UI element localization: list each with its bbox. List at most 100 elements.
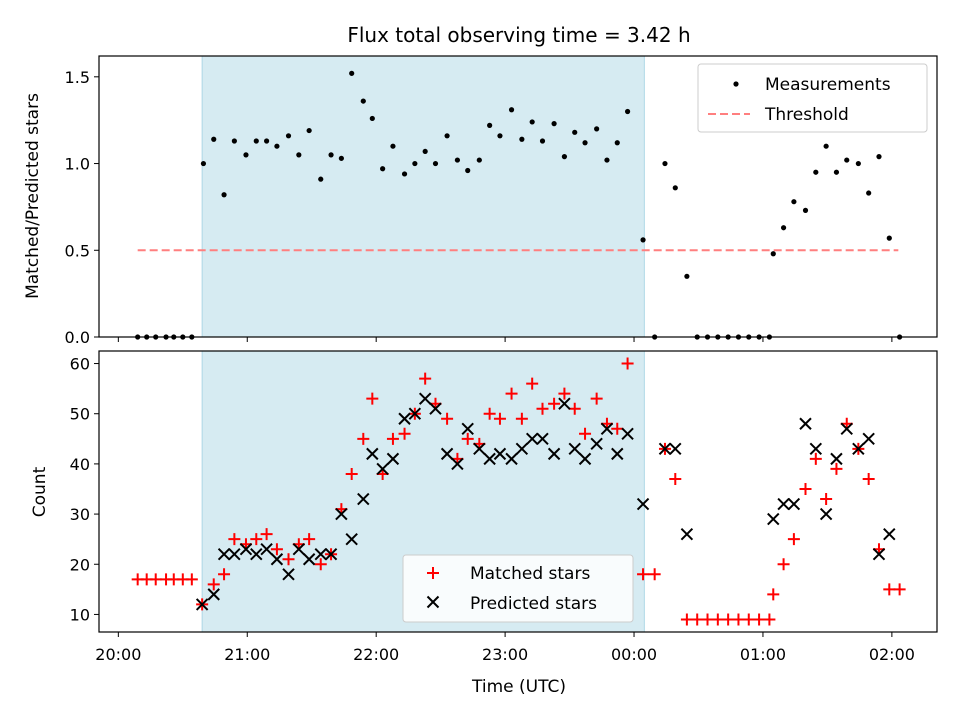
matched-star-point — [722, 613, 735, 626]
predicted-star-point — [282, 568, 295, 581]
measurement-point — [833, 169, 840, 175]
top-y-axis-label: Matched/Predicted stars — [23, 93, 43, 299]
measurement-point — [264, 138, 270, 144]
predicted-star-point — [600, 422, 614, 435]
predicted-star-point — [536, 432, 549, 446]
predicted-star-point — [883, 527, 896, 541]
measurement-point — [422, 148, 428, 155]
predicted-star-point — [314, 548, 327, 561]
predicted-star-point — [777, 497, 790, 511]
predicted-star-point — [658, 442, 672, 456]
predicted-star-point — [872, 548, 886, 561]
bottom-panel: 10 20 30 40 50 60 20:00 21:00 22:00 23:00 00:00 01:… — [70, 350, 938, 664]
legend-matched-label: Matched stars — [470, 564, 590, 584]
measurement-point — [401, 171, 408, 177]
measurement-point — [823, 143, 829, 149]
top-axes-frame — [98, 55, 938, 338]
bottom-y-tick-label: 50 — [70, 405, 90, 424]
matched-star-point — [579, 427, 592, 440]
matched-star-point — [637, 568, 650, 581]
predicted-star-point — [852, 442, 865, 456]
top-panel: 0.0 0.5 1.0 1.5 Measurements Threshold — [65, 55, 938, 347]
measurement-point — [539, 138, 546, 144]
matched-star-point — [732, 613, 745, 626]
predicted-star-point — [386, 452, 400, 466]
measurement-point — [454, 157, 461, 163]
measurement-point — [444, 133, 450, 139]
matched-star-point — [648, 568, 661, 581]
predicted-star-point — [451, 457, 464, 471]
measurement-point — [328, 152, 334, 158]
predicted-star-point — [239, 542, 253, 556]
top-y-tick-label: 0.5 — [65, 241, 90, 260]
matched-star-point — [303, 533, 316, 546]
predicted-star-point — [819, 507, 833, 521]
bottom-legend-box — [402, 554, 634, 623]
matched-star-point — [505, 387, 518, 400]
measurement-point — [497, 133, 503, 139]
predicted-star-point — [292, 542, 306, 556]
bottom-axes-frame — [98, 350, 938, 633]
matched-star-point — [680, 613, 693, 626]
matched-star-point — [149, 573, 162, 586]
predicted-star-point — [767, 512, 780, 526]
predicted-star-point — [568, 442, 581, 456]
predicted-star-point — [809, 442, 823, 456]
matched-star-point — [777, 558, 790, 571]
legend-predicted-marker — [426, 595, 440, 609]
measurement-point — [519, 136, 525, 142]
measurement-point — [614, 140, 620, 146]
measurement-point — [221, 192, 227, 198]
measurement-point — [594, 126, 600, 132]
matched-star-point — [419, 372, 432, 385]
matched-star-point — [830, 462, 843, 475]
matched-star-point — [691, 613, 704, 626]
measurement-point — [624, 108, 631, 115]
measurement-point — [876, 154, 882, 160]
matched-star-point — [185, 573, 198, 586]
predicted-star-point — [228, 548, 241, 561]
predicted-star-point — [636, 497, 650, 511]
predicted-star-point — [376, 462, 389, 476]
matched-star-point — [787, 533, 800, 546]
top-legend-box — [697, 63, 928, 133]
predicted-star-point — [324, 548, 338, 561]
matched-star-point — [611, 422, 624, 435]
matched-star-point — [590, 392, 603, 405]
matched-star-point — [558, 387, 571, 400]
predicted-star-point — [862, 432, 875, 446]
measurement-point — [529, 119, 535, 125]
matched-star-point — [207, 578, 220, 591]
matched-star-point — [767, 588, 780, 601]
measurement-point — [200, 160, 207, 167]
predicted-star-point — [473, 442, 486, 456]
matched-star-point — [357, 432, 370, 445]
predicted-star-point — [195, 598, 209, 611]
bottom-y-axis-label: Count — [30, 466, 50, 517]
bottom-y-tick-label: 30 — [70, 505, 90, 524]
matched-star-point — [820, 493, 833, 506]
measurement-point — [476, 157, 482, 163]
measurement-point — [412, 160, 418, 167]
measurement-point — [369, 115, 375, 122]
x-tick-label: 02:00 — [869, 645, 915, 664]
predicted-star-point — [408, 407, 422, 420]
measurement-point — [844, 157, 850, 163]
matched-star-point — [621, 357, 634, 370]
top-shaded-interval — [202, 56, 645, 337]
predicted-star-point — [260, 542, 273, 556]
matched-star-point — [366, 392, 379, 405]
predicted-star-point — [515, 442, 529, 456]
matched-star-point — [742, 613, 755, 626]
measurement-point — [551, 121, 557, 127]
legend-measurements-marker — [733, 81, 739, 87]
measurement-point — [561, 154, 568, 160]
measurement-point — [380, 166, 386, 172]
predicted-star-point — [302, 553, 316, 566]
matched-star-point — [753, 613, 766, 626]
measurement-point — [243, 152, 249, 158]
predicted-star-point — [429, 402, 442, 415]
predicted-star-point — [493, 447, 507, 461]
measurement-point — [508, 107, 515, 113]
